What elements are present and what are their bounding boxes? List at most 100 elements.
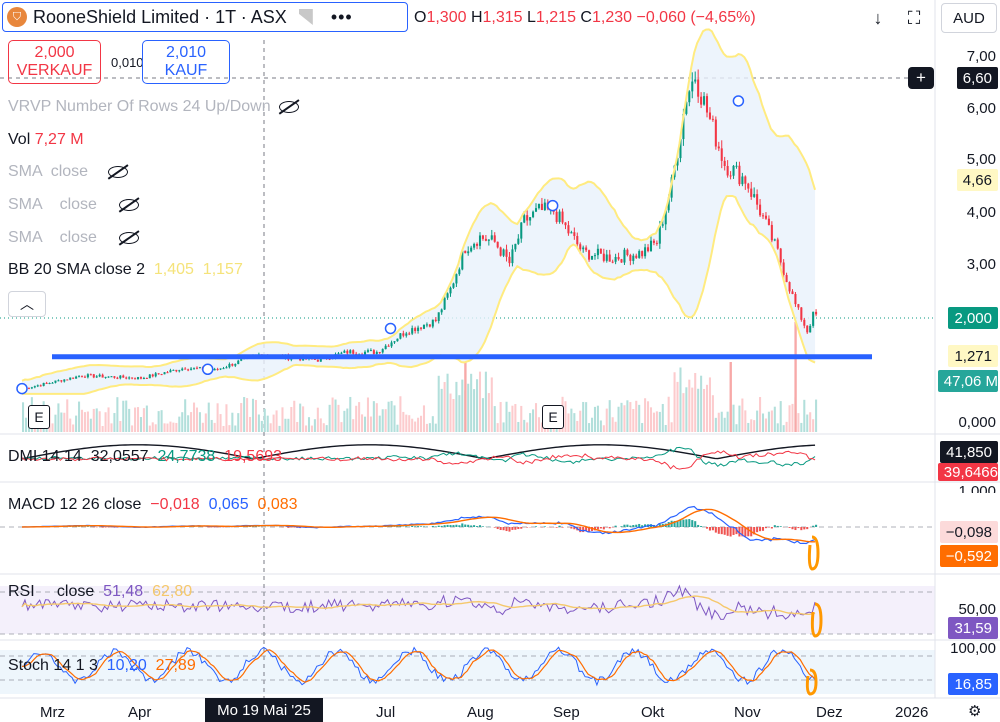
volume-bar xyxy=(104,412,107,432)
macd-histogram-bar xyxy=(411,525,414,527)
macd-histogram-bar xyxy=(626,524,629,527)
fullscreen-icon[interactable]: ⛶ xyxy=(907,7,921,28)
macd-histogram-bar xyxy=(514,527,517,530)
candle-body xyxy=(346,350,349,354)
macd-histogram-bar xyxy=(511,527,514,530)
macd-histogram-bar xyxy=(620,526,623,527)
volume-bar xyxy=(361,414,364,432)
macd-histogram-bar xyxy=(420,526,423,527)
dmi-adx-tag: 41,850 xyxy=(940,441,998,463)
candle-body xyxy=(434,319,437,322)
currency-button[interactable]: AUD xyxy=(941,3,997,33)
macd-histogram-bar xyxy=(455,524,458,527)
candle-body xyxy=(632,255,635,261)
volume-bar xyxy=(785,421,788,432)
hidden-eye-icon[interactable] xyxy=(118,198,139,211)
buy-button[interactable]: 2,010 KAUF xyxy=(142,40,230,84)
symbol-header[interactable]: ⛉ RooneShield Limited · 1T · ASX ••• xyxy=(2,2,408,32)
volume-bar xyxy=(163,423,166,432)
volume-bar xyxy=(119,420,122,432)
candle-body xyxy=(694,79,697,82)
dmi-minus-line xyxy=(21,450,816,470)
volume-bar xyxy=(69,418,72,432)
candle-body xyxy=(443,297,446,310)
macd-histogram-bar xyxy=(464,524,467,527)
sma1-legend[interactable]: SMA close xyxy=(8,163,129,181)
candle-body xyxy=(104,376,107,378)
volume-bar xyxy=(496,423,499,432)
download-icon[interactable]: ↓ xyxy=(873,7,883,28)
volume-bar xyxy=(437,375,440,432)
volume-bar xyxy=(22,402,25,432)
sma2-legend[interactable]: SMA close xyxy=(8,196,139,214)
candle-body xyxy=(493,235,496,242)
volume-bar xyxy=(800,422,803,432)
earnings-marker[interactable]: E xyxy=(28,405,50,429)
sma3-legend[interactable]: SMA close xyxy=(8,229,139,247)
macd-histogram-bar xyxy=(744,527,747,537)
hidden-eye-icon[interactable] xyxy=(278,100,299,113)
candle-body xyxy=(484,238,487,241)
macd-histogram-bar xyxy=(635,524,638,527)
macd-legend[interactable]: MACD 12 26 close −0,018 0,065 0,083 xyxy=(8,496,298,513)
volume-bar xyxy=(632,409,635,432)
volume-bar xyxy=(720,411,723,432)
candle-body xyxy=(198,367,201,369)
volume-bar xyxy=(641,423,644,432)
candle-body xyxy=(652,240,655,243)
more-menu-icon[interactable]: ••• xyxy=(330,6,353,27)
time-label: Mrz xyxy=(40,704,65,721)
macd-histogram-bar xyxy=(599,527,602,529)
macd-histogram-bar xyxy=(602,527,605,530)
hidden-eye-icon[interactable] xyxy=(118,231,139,244)
candle-body xyxy=(440,309,443,313)
volume-bar xyxy=(231,412,234,432)
candle-body xyxy=(234,364,237,366)
collapse-legend-button[interactable]: ︿ xyxy=(8,291,46,317)
rsi-legend[interactable]: RSI close 51,48 62,80 xyxy=(8,583,193,600)
candle-body xyxy=(216,368,219,370)
candle-body xyxy=(195,367,199,369)
volume-bar xyxy=(390,400,393,432)
dmi-adx-line xyxy=(21,444,816,460)
candle-body xyxy=(490,235,493,240)
candle-body xyxy=(661,224,664,226)
volume-bar xyxy=(629,402,632,432)
volume-bar xyxy=(773,406,776,432)
volume-bar xyxy=(243,397,246,432)
vrvp-legend[interactable]: VRVP Number Of Rows 24 Up/Down xyxy=(8,98,299,116)
volume-bar xyxy=(184,399,187,432)
settings-icon[interactable]: ⚙ xyxy=(968,703,982,720)
macd-signal-tag: −0,592 xyxy=(939,545,998,567)
symbol-title: RooneShield Limited · 1T · ASX xyxy=(33,6,287,27)
volume-bar xyxy=(51,423,54,432)
hidden-eye-icon[interactable] xyxy=(108,165,129,178)
volume-bar xyxy=(626,400,629,432)
sell-button[interactable]: 2,000 VERKAUF xyxy=(8,40,101,84)
candle-body xyxy=(711,118,714,120)
volume-bar xyxy=(86,411,89,432)
signal-marker xyxy=(16,382,28,395)
price-tick: 7,00 xyxy=(966,48,996,65)
bookmark-icon[interactable] xyxy=(298,9,313,25)
macd-histogram-bar xyxy=(726,527,729,536)
earnings-marker[interactable]: E xyxy=(542,405,564,429)
macd-histogram-bar xyxy=(116,527,119,528)
macd-histogram-bar xyxy=(440,525,443,527)
candle-body xyxy=(700,96,703,105)
stoch-legend[interactable]: Stoch 14 1 3 10,20 27,89 xyxy=(8,657,196,674)
add-alert-icon[interactable]: + xyxy=(908,67,934,89)
time-label: Apr xyxy=(128,704,152,721)
candle-body xyxy=(526,215,529,221)
volume-legend[interactable]: Vol 7,27 M xyxy=(8,131,84,148)
volume-bar xyxy=(148,425,151,432)
volume-bar xyxy=(635,400,638,432)
dmi-legend[interactable]: DMI 14 14 32,0557 24,7738 19,5693 xyxy=(8,448,283,465)
candle-body xyxy=(629,255,632,261)
bb-legend[interactable]: BB 20 SMA close 2 1,405 1,157 xyxy=(8,261,243,278)
volume-bar xyxy=(378,415,381,432)
candle-body xyxy=(366,350,369,352)
candle-body xyxy=(411,328,414,334)
volume-bar xyxy=(611,417,614,432)
